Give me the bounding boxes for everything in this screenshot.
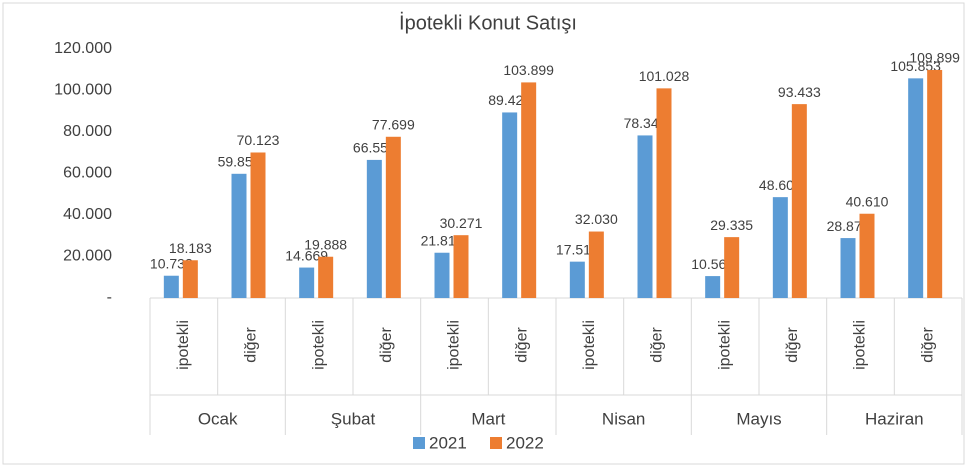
value-label: 103.899 bbox=[503, 62, 554, 78]
value-label: 10.560 bbox=[691, 256, 734, 272]
y-tick-label: 20.000 bbox=[63, 248, 112, 265]
bar bbox=[859, 213, 875, 298]
x-tick-label: ipotekli bbox=[852, 320, 869, 370]
chart-title: İpotekli Konut Satışı bbox=[399, 11, 577, 34]
x-tick-label: diğer bbox=[243, 327, 260, 363]
legend-label: 2022 bbox=[506, 433, 544, 452]
bar bbox=[231, 173, 247, 298]
bar bbox=[656, 88, 672, 298]
x-tick-label: ipotekli bbox=[446, 320, 463, 370]
value-label: 93.433 bbox=[778, 84, 821, 100]
value-label: 109.899 bbox=[909, 50, 960, 66]
x-tick-label: ipotekli bbox=[716, 320, 733, 370]
value-label: 48.606 bbox=[759, 177, 802, 193]
value-label: 40.610 bbox=[846, 193, 889, 209]
x-tick-label: diğer bbox=[919, 327, 936, 363]
bar bbox=[318, 256, 334, 298]
y-tick-label: 100.000 bbox=[54, 82, 112, 99]
value-label: 70.123 bbox=[237, 132, 280, 148]
legend-label: 2021 bbox=[429, 433, 467, 452]
bar bbox=[791, 104, 807, 298]
value-label: 29.335 bbox=[710, 217, 753, 233]
x-tick-label: ipotekli bbox=[175, 320, 192, 370]
bar bbox=[588, 231, 604, 298]
bar bbox=[840, 238, 856, 298]
value-label: 89.426 bbox=[488, 92, 531, 108]
value-label: 10.732 bbox=[150, 255, 193, 271]
legend-swatch bbox=[413, 437, 425, 449]
bar bbox=[366, 159, 382, 298]
bar bbox=[908, 78, 924, 298]
x-tick-label: ipotekli bbox=[310, 320, 327, 370]
x-tick-label: diğer bbox=[513, 327, 530, 363]
y-tick-label: 40.000 bbox=[63, 206, 112, 223]
bar bbox=[163, 275, 179, 298]
bar bbox=[705, 276, 721, 298]
bar bbox=[637, 135, 653, 298]
group-label: Şubat bbox=[331, 409, 376, 428]
bar bbox=[182, 260, 198, 298]
y-tick-label: - bbox=[107, 289, 112, 306]
group-label: Mayıs bbox=[736, 409, 781, 428]
value-label: 66.553 bbox=[353, 140, 396, 156]
bar bbox=[772, 197, 788, 298]
x-tick-label: diğer bbox=[378, 327, 395, 363]
value-label: 17.514 bbox=[556, 241, 599, 257]
value-label: 21.815 bbox=[421, 232, 464, 248]
value-label: 32.030 bbox=[575, 211, 618, 227]
value-label: 78.349 bbox=[624, 115, 667, 131]
group-label: Ocak bbox=[198, 409, 238, 428]
x-tick-label: ipotekli bbox=[581, 320, 598, 370]
y-tick-label: 80.000 bbox=[63, 123, 112, 140]
bar bbox=[724, 237, 740, 298]
bar bbox=[434, 252, 450, 298]
value-label: 19.888 bbox=[304, 236, 347, 252]
value-label: 30.271 bbox=[440, 215, 483, 231]
group-label: Haziran bbox=[865, 409, 924, 428]
y-tick-label: 60.000 bbox=[63, 165, 112, 182]
value-label: 59.855 bbox=[218, 154, 261, 170]
value-label: 14.669 bbox=[285, 247, 328, 263]
group-label: Mart bbox=[471, 409, 505, 428]
group-label: Nisan bbox=[602, 409, 645, 428]
value-label: 18.183 bbox=[169, 240, 212, 256]
bar bbox=[453, 235, 469, 298]
bar bbox=[521, 82, 537, 298]
legend-swatch bbox=[490, 437, 502, 449]
bar bbox=[385, 136, 401, 298]
bar bbox=[502, 112, 518, 299]
value-label: 77.699 bbox=[372, 116, 415, 132]
bar bbox=[569, 261, 585, 298]
value-label: 101.028 bbox=[639, 68, 690, 84]
x-tick-label: diğer bbox=[649, 327, 666, 363]
bar bbox=[299, 267, 315, 298]
y-tick-label: 120.000 bbox=[54, 40, 112, 57]
bar bbox=[927, 69, 943, 299]
value-label: 28.878 bbox=[827, 218, 870, 234]
x-tick-label: diğer bbox=[784, 327, 801, 363]
bar bbox=[250, 152, 266, 298]
